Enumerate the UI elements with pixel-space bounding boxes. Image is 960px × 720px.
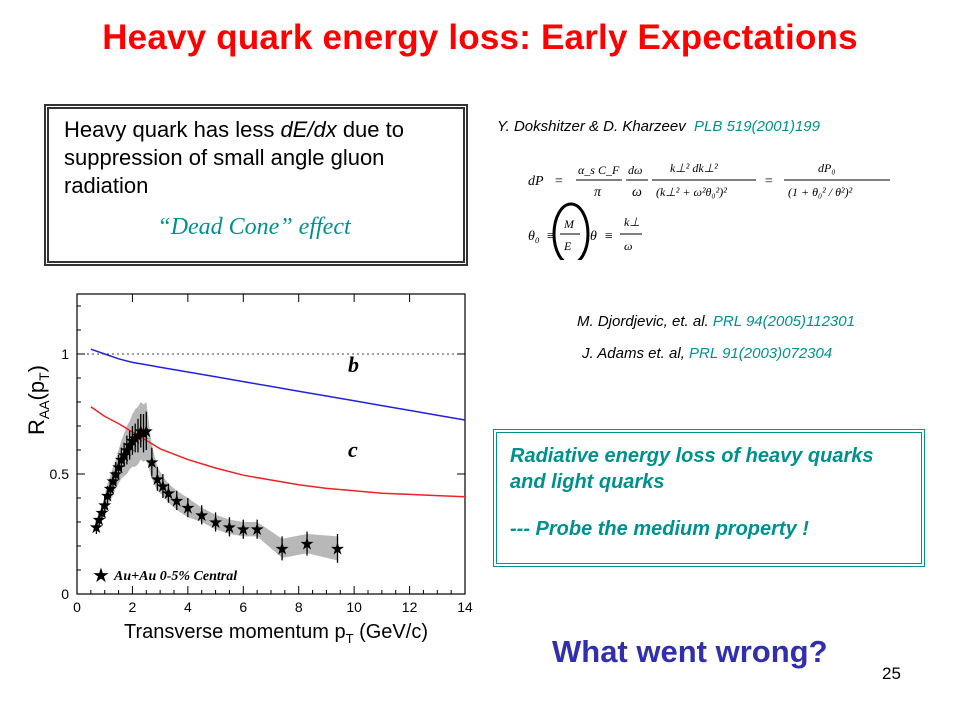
- dead-cone-text-em: dE/dx: [280, 117, 337, 142]
- formula-omega: ω: [632, 185, 642, 200]
- reference-1: Y. Dokshitzer & D. Kharzeev PLB 519(2001…: [497, 118, 820, 135]
- reference-1-authors: Y. Dokshitzer & D. Kharzeev: [497, 118, 686, 135]
- radiative-box: [496, 432, 922, 564]
- radiative-line-1: Radiative energy loss of heavy quarks an…: [510, 445, 874, 493]
- page-number: 25: [882, 664, 901, 683]
- legend-label: Au+Au 0-5% Central: [113, 569, 237, 584]
- highlight-ellipse: [552, 202, 590, 260]
- data-point-star: ★: [139, 422, 154, 441]
- dead-cone-formula: dP = α_s C_F π dω ω k⊥² dk⊥² (k⊥² + ω²θ₀…: [528, 161, 890, 260]
- slide-title: Heavy quark energy loss: Early Expectati…: [102, 18, 858, 57]
- formula-den3: (1 + θ₀² / θ²)²: [788, 185, 853, 199]
- data-point-star: ★: [103, 479, 118, 498]
- systematic-band: [96, 402, 338, 561]
- curve-b: [90, 348, 466, 421]
- data-point-star: ★: [236, 520, 251, 539]
- x-tick-label: 2: [129, 599, 137, 615]
- formula-kperp: k⊥: [624, 215, 640, 229]
- data-point-star: ★: [208, 513, 223, 532]
- reference-1-journal: PLB 519(2001)199: [694, 118, 820, 135]
- data-point-star: ★: [330, 539, 345, 558]
- series-label-b: b: [348, 352, 359, 377]
- dead-cone-text: Heavy quark has less dE/dx due to suppre…: [64, 116, 459, 200]
- data-point-star: ★: [274, 539, 289, 558]
- formula-num2: k⊥² dk⊥²: [670, 161, 718, 175]
- data-point-star: ★: [222, 518, 237, 537]
- formula-dp0: dP₀: [818, 161, 836, 175]
- data-point-star: ★: [105, 472, 120, 491]
- x-tick-label: 8: [295, 599, 303, 615]
- reference-2: M. Djordjevic, et. al. PRL 94(2005)11230…: [577, 313, 855, 330]
- dead-cone-text-prefix: Heavy quark has less: [64, 117, 281, 142]
- data-point-star: ★: [94, 503, 109, 522]
- dead-cone-text-suffix: due to suppression of small angle gluon …: [64, 117, 404, 198]
- x-tick-label: 14: [457, 599, 473, 615]
- legend-star-icon: ★: [92, 565, 110, 587]
- formula-alpha-cf: α_s C_F: [578, 163, 620, 177]
- formula-mass: M: [563, 217, 575, 231]
- x-tick-label: 10: [346, 599, 362, 615]
- data-point-star: ★: [119, 441, 134, 460]
- data-point-star: ★: [194, 506, 209, 525]
- data-point-star: ★: [144, 453, 159, 472]
- formula-equiv-1: ≡: [546, 229, 555, 244]
- formula-equiv-2: ≡: [604, 229, 613, 244]
- data-point-star: ★: [130, 427, 145, 446]
- data-point-star: ★: [150, 470, 165, 489]
- data-point-star: ★: [97, 496, 112, 515]
- data-point-star: ★: [92, 511, 107, 530]
- data-point-star: ★: [122, 436, 137, 455]
- y-tick-label: 0: [61, 586, 69, 602]
- formula-theta0: θ₀: [528, 229, 540, 244]
- data-point-star: ★: [100, 487, 115, 506]
- data-point-star: ★: [136, 424, 151, 443]
- x-tick-label: 0: [73, 599, 81, 615]
- formula-energy: E: [563, 239, 572, 253]
- formula-domega: dω: [628, 163, 642, 177]
- data-point-star: ★: [111, 458, 126, 477]
- data-point-star: ★: [133, 422, 148, 441]
- dead-cone-effect-label: “Dead Cone” effect: [157, 214, 351, 240]
- legend: ★ Au+Au 0-5% Central: [92, 565, 237, 587]
- data-point-star: ★: [125, 431, 140, 450]
- data-point-star: ★: [89, 518, 104, 537]
- reference-3-authors: J. Adams et. al,: [582, 345, 685, 362]
- x-tick-label: 12: [402, 599, 418, 615]
- formula-eq-2: =: [764, 174, 773, 189]
- reference-2-authors: M. Djordjevic, et. al.: [577, 313, 709, 330]
- data-point-star: ★: [114, 451, 129, 470]
- y-tick-label: 0.5: [50, 466, 70, 482]
- series-label-c: c: [348, 437, 358, 462]
- data-point-star: ★: [180, 499, 195, 518]
- reference-2-journal: PRL 94(2005)112301: [712, 313, 855, 330]
- x-axis-label: Transverse momentum pT (GeV/c): [124, 621, 428, 646]
- formula-omega-2: ω: [624, 239, 632, 253]
- radiative-line-2: --- Probe the medium property !: [510, 518, 809, 540]
- x-tick-label: 6: [239, 599, 247, 615]
- data-point-star: ★: [108, 465, 123, 484]
- formula-eq-1: =: [554, 174, 563, 189]
- y-axis-label: RAA(pT): [24, 365, 52, 435]
- data-point-star: ★: [155, 477, 170, 496]
- data-point-star: ★: [161, 484, 176, 503]
- data-point-star: ★: [299, 535, 314, 554]
- formula-theta: θ: [590, 229, 597, 244]
- formula-dp: dP: [528, 174, 544, 189]
- reference-3: J. Adams et. al, PRL 91(2003)072304: [582, 345, 832, 362]
- formula-den2: (k⊥² + ω²θ₀²)²: [656, 185, 727, 199]
- data-point-star: ★: [128, 429, 143, 448]
- x-tick-label: 4: [184, 599, 192, 615]
- formula-pi: π: [594, 185, 602, 200]
- curve-c: [90, 406, 466, 498]
- y-tick-label: 1: [61, 346, 69, 362]
- data-point-star: ★: [250, 520, 265, 539]
- dead-cone-box: [47, 107, 465, 263]
- question-text: What went wrong?: [552, 634, 828, 669]
- data-point-star: ★: [116, 446, 131, 465]
- data-point-star: ★: [169, 491, 184, 510]
- reference-3-journal: PRL 91(2003)072304: [689, 345, 833, 362]
